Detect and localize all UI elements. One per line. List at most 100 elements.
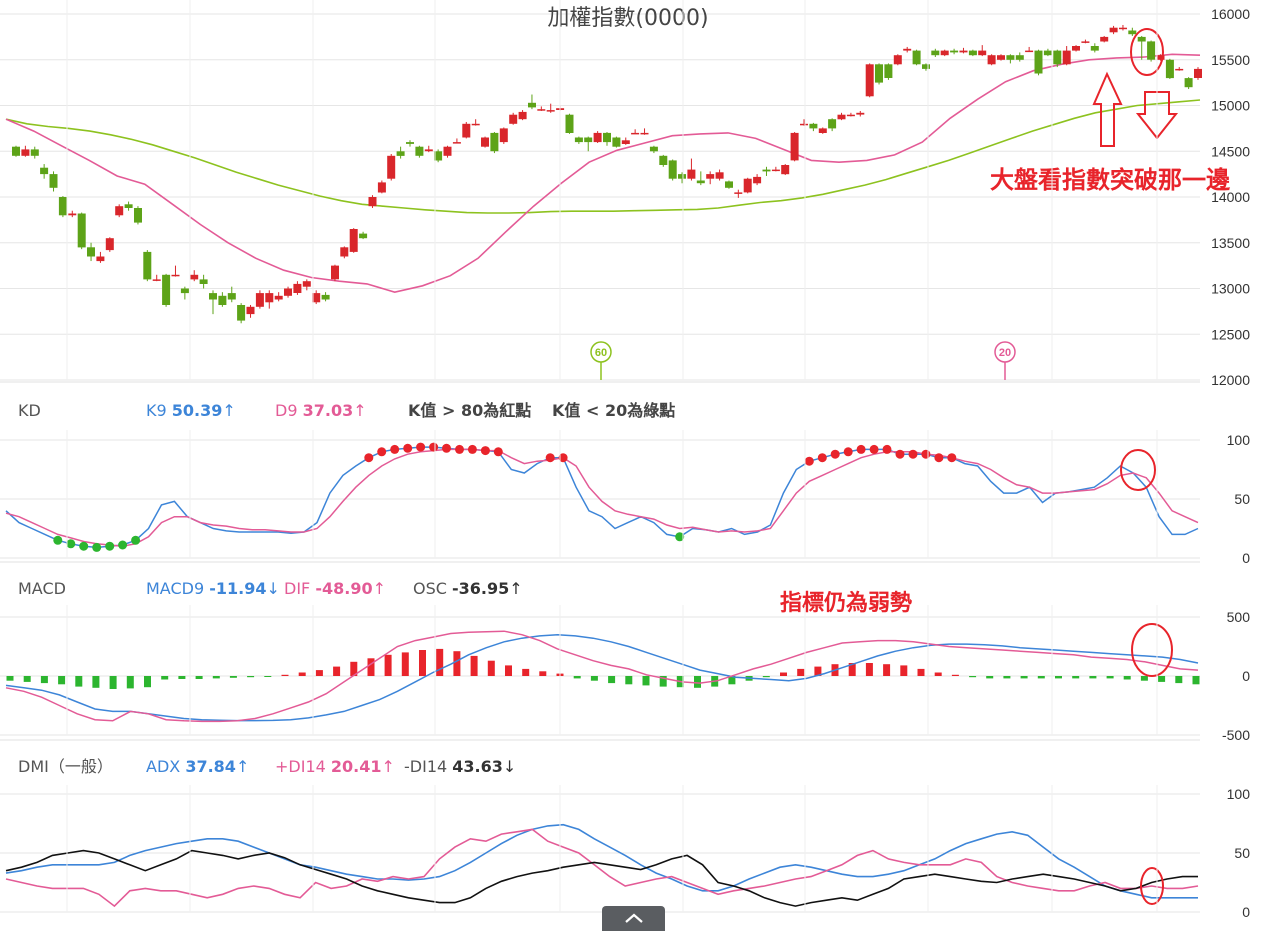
kd-legend-d: D9 37.03↑ xyxy=(275,401,367,420)
candle-body xyxy=(584,137,593,143)
candle-body xyxy=(190,274,199,280)
osc-bar xyxy=(780,672,787,676)
k-overbought-dot xyxy=(390,444,400,454)
y-tick-label: 0 xyxy=(1242,550,1250,566)
candle-body xyxy=(940,50,949,56)
k-overbought-dot xyxy=(403,443,413,453)
osc-bar xyxy=(333,666,341,676)
candle-body xyxy=(631,132,640,135)
candle-body xyxy=(452,142,461,144)
candle-body xyxy=(715,172,724,179)
k-overbought-dot xyxy=(856,444,866,454)
candle-body xyxy=(574,137,583,143)
kd-panel: KD K9 50.39↑ D9 37.03↑ K值 > 80為紅點 K值 < 2… xyxy=(0,381,1251,566)
candle-body xyxy=(349,229,358,252)
osc-bar xyxy=(298,672,306,676)
candle-body xyxy=(1194,68,1202,78)
candle-body xyxy=(1053,50,1062,65)
osc-bar xyxy=(92,676,100,688)
candle-body xyxy=(21,149,30,156)
osc-bar xyxy=(6,676,14,681)
osc-bar xyxy=(848,663,856,676)
candle-body xyxy=(30,149,39,156)
candle-body xyxy=(743,178,752,193)
candle-body xyxy=(274,295,283,300)
candle-body xyxy=(753,176,762,184)
osc-bar xyxy=(917,668,925,676)
k-oversold-dot xyxy=(53,535,63,545)
macd-legend-dif: DIF -48.90↑ xyxy=(284,579,386,598)
price-panel: 16000 15500 15000 14500 14000 13500 13000 12500… xyxy=(0,6,1250,388)
candle-body xyxy=(1034,50,1043,74)
dmi-panel: DMI（一般） ADX 37.84↑ +DI14 20.41↑ -DI14 43… xyxy=(0,739,1251,920)
candle-body xyxy=(359,233,368,239)
candle-body xyxy=(1119,27,1127,30)
candle-body xyxy=(771,169,780,172)
k-overbought-dot xyxy=(843,447,853,457)
candle-body xyxy=(640,132,649,135)
candle-body xyxy=(1100,36,1109,42)
osc-bar xyxy=(23,676,31,682)
candle-body xyxy=(1072,46,1080,51)
y-tick-label: 14500 xyxy=(1211,143,1250,159)
candle-body xyxy=(143,251,152,280)
candle-body xyxy=(443,146,452,156)
y-tick-label: 14000 xyxy=(1211,189,1250,205)
k-overbought-dot xyxy=(364,453,374,463)
candle-body xyxy=(481,137,489,147)
candle-body xyxy=(734,192,743,194)
y-tick-label: 15000 xyxy=(1211,98,1250,114)
candle-body xyxy=(1081,41,1090,43)
candle-body xyxy=(856,112,865,115)
osc-bar xyxy=(75,676,83,687)
candle-body xyxy=(377,182,386,193)
y-tick-label: 12500 xyxy=(1211,326,1250,342)
k9-line xyxy=(5,446,1199,549)
candle-body xyxy=(1006,55,1015,60)
candle-body xyxy=(68,213,77,216)
k-overbought-dot xyxy=(882,444,892,454)
candle-body xyxy=(406,142,414,144)
y-tick-label: 15500 xyxy=(1211,52,1250,68)
candle-body xyxy=(762,169,771,172)
osc-bar xyxy=(161,676,169,680)
candle-body xyxy=(387,155,396,179)
kd-highlight-circle xyxy=(1120,449,1156,491)
kd-note-red: K值 > 80為紅點 xyxy=(408,401,531,420)
osc-bar xyxy=(195,676,203,679)
candle-body xyxy=(124,204,133,208)
osc-bar xyxy=(487,660,495,676)
macd-annotation: 指標仍為弱勢 xyxy=(780,590,912,616)
candle-body xyxy=(58,197,67,216)
osc-bar xyxy=(1003,676,1011,679)
candle-body xyxy=(12,146,20,156)
osc-bar xyxy=(109,676,117,689)
osc-bar xyxy=(814,666,822,676)
candle-body xyxy=(912,50,921,65)
k-overbought-dot xyxy=(830,449,840,459)
osc-bar xyxy=(883,664,891,676)
candle-body xyxy=(1043,50,1052,56)
candle-body xyxy=(368,197,377,207)
candle-body xyxy=(593,132,602,143)
d9-line xyxy=(5,448,1199,547)
candle-body xyxy=(218,295,227,305)
candle-body xyxy=(199,279,208,284)
y-tick-label: -500 xyxy=(1222,727,1250,743)
y-tick-label: 500 xyxy=(1227,609,1251,625)
candle-body xyxy=(781,165,790,175)
highlight-circle xyxy=(1130,28,1164,76)
candle-body xyxy=(837,114,846,120)
osc-bar xyxy=(608,676,616,684)
y-tick-label: 100 xyxy=(1227,786,1251,802)
candle-body xyxy=(340,247,349,257)
candle-body xyxy=(434,151,443,161)
k-overbought-dot xyxy=(493,447,503,457)
candle-body xyxy=(115,206,124,216)
osc-bar xyxy=(126,676,134,689)
candle-body xyxy=(471,123,480,126)
y-tick-label: 100 xyxy=(1227,432,1251,448)
osc-bar xyxy=(212,676,220,679)
collapse-toggle-button[interactable] xyxy=(602,906,665,931)
